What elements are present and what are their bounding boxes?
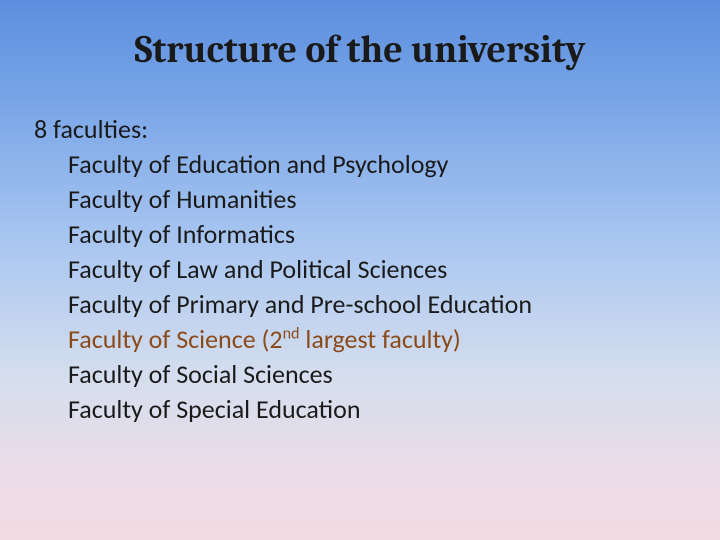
list-item-text-suffix: largest faculty) — [300, 323, 461, 355]
list-item: Faculty of Law and Political Sciences — [68, 252, 686, 287]
list-item: Faculty of Informatics — [68, 217, 686, 252]
list-item: Faculty of Science (2nd largest faculty) — [68, 322, 686, 357]
list-item: Faculty of Education and Psychology — [68, 147, 686, 182]
list-item: Faculty of Special Education — [68, 392, 686, 427]
slide-body: 8 faculties: Faculty of Education and Ps… — [34, 112, 686, 427]
ordinal-superscript: nd — [283, 324, 300, 343]
faculties-list: Faculty of Education and PsychologyFacul… — [34, 147, 686, 427]
list-item: Faculty of Primary and Pre-school Educat… — [68, 287, 686, 322]
slide-title: Structure of the university — [0, 28, 720, 72]
list-item: Faculty of Social Sciences — [68, 357, 686, 392]
list-item-text: Faculty of Science (2 — [68, 323, 283, 355]
faculties-heading: 8 faculties: — [34, 112, 686, 147]
list-item: Faculty of Humanities — [68, 182, 686, 217]
slide: Structure of the university 8 faculties:… — [0, 0, 720, 540]
